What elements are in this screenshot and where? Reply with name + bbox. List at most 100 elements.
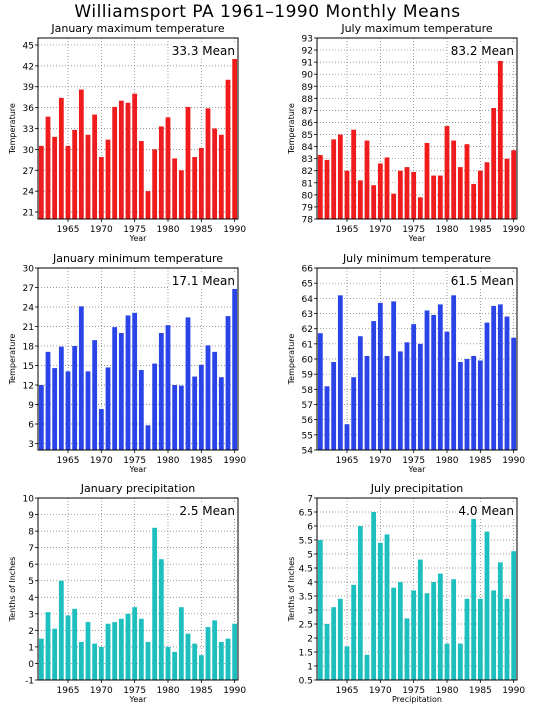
panel-title: July precipitation <box>370 482 464 495</box>
bar <box>185 317 191 450</box>
x-tick-label: 1980 <box>157 456 180 466</box>
bar <box>431 175 437 219</box>
y-tick-label: 39 <box>23 83 35 93</box>
y-axis-label: Temperature <box>287 334 296 386</box>
bar <box>331 607 337 680</box>
y-tick-label: 59 <box>302 371 314 381</box>
bar <box>357 180 363 219</box>
mean-label-bg <box>456 503 516 519</box>
x-tick-label: 1985 <box>190 686 213 696</box>
bar <box>404 167 410 219</box>
y-tick-label: 3 <box>28 440 34 450</box>
bar <box>178 170 184 219</box>
bar <box>391 587 397 680</box>
bar <box>471 355 477 450</box>
x-tick-label: 1990 <box>223 225 246 235</box>
plot-frame <box>316 37 518 220</box>
x-tick-label: 1975 <box>123 456 146 466</box>
bar <box>404 342 410 450</box>
bar <box>225 79 231 220</box>
mean-label-bg <box>169 43 237 59</box>
bar <box>371 185 377 219</box>
bar <box>484 531 490 680</box>
y-tick-label: 12 <box>23 382 34 392</box>
bar <box>504 598 510 680</box>
y-tick-label: 2 <box>28 627 34 637</box>
bar <box>504 158 510 219</box>
x-tick-label: 1980 <box>436 686 459 696</box>
y-tick-label: 9 <box>28 511 34 521</box>
bar <box>132 607 138 680</box>
y-tick-label: -1 <box>25 677 34 687</box>
x-axis-label: Year <box>129 465 148 474</box>
y-tick-label: 1 <box>28 643 34 653</box>
panel-title: January minimum temperature <box>52 252 223 265</box>
bar <box>484 322 490 450</box>
bar <box>404 618 410 680</box>
bar <box>511 551 517 680</box>
bar <box>192 643 198 680</box>
bar <box>364 654 370 680</box>
y-tick-label: 55 <box>302 431 313 441</box>
bar <box>424 142 430 219</box>
y-tick-label: 84 <box>302 143 314 153</box>
mean-label: 83.2 Mean <box>451 44 514 58</box>
bar <box>324 386 330 450</box>
mean-label: 17.1 Mean <box>172 274 235 288</box>
x-tick-label: 1975 <box>402 456 425 466</box>
x-tick-label: 1990 <box>502 225 525 235</box>
bar <box>451 579 457 680</box>
x-tick-label: 1970 <box>90 686 113 696</box>
y-tick-label: 66 <box>302 265 314 275</box>
y-tick-label: 6 <box>28 421 34 431</box>
bar <box>192 157 198 219</box>
y-tick-label: 65 <box>302 280 313 290</box>
x-tick-label: 1970 <box>369 225 392 235</box>
y-axis-label: Temperature <box>8 334 17 386</box>
y-tick-label: 5.5 <box>299 537 313 547</box>
bar <box>357 336 363 450</box>
bar <box>165 325 171 450</box>
bar <box>172 651 178 680</box>
y-axis-label: Tenths of Inches <box>8 557 17 623</box>
bar <box>85 622 91 680</box>
x-tick-label: 1990 <box>223 456 246 466</box>
bar <box>397 582 403 680</box>
bar <box>205 627 211 680</box>
bar <box>45 116 51 219</box>
bar <box>424 310 430 450</box>
bar <box>158 559 164 680</box>
y-tick-label: 87 <box>302 107 313 117</box>
bar <box>484 162 490 219</box>
bar <box>391 193 397 219</box>
x-tick-label: 1965 <box>57 456 80 466</box>
bar <box>145 191 151 219</box>
bar <box>444 643 450 680</box>
bar <box>477 360 483 450</box>
bar <box>417 559 423 680</box>
bar <box>497 304 503 450</box>
y-tick-label: 45 <box>23 41 34 51</box>
y-tick-label: 24 <box>23 188 35 198</box>
bar <box>337 295 343 450</box>
bar <box>324 624 330 680</box>
bar <box>511 150 517 219</box>
bar <box>105 367 111 450</box>
y-tick-label: 82 <box>302 167 313 177</box>
bar <box>112 327 118 450</box>
bar <box>491 305 497 450</box>
bar <box>457 362 463 450</box>
bar <box>377 163 383 219</box>
bar <box>118 333 124 450</box>
bar <box>118 100 124 219</box>
bar <box>364 140 370 219</box>
bar <box>72 129 78 219</box>
bar <box>351 377 357 450</box>
x-tick-label: 1975 <box>402 686 425 696</box>
bar <box>178 385 184 450</box>
x-tick-label: 1985 <box>190 225 213 235</box>
y-tick-label: 4.5 <box>299 565 313 575</box>
bar <box>397 170 403 219</box>
y-tick-label: 3.5 <box>299 593 313 603</box>
bar <box>72 346 78 450</box>
